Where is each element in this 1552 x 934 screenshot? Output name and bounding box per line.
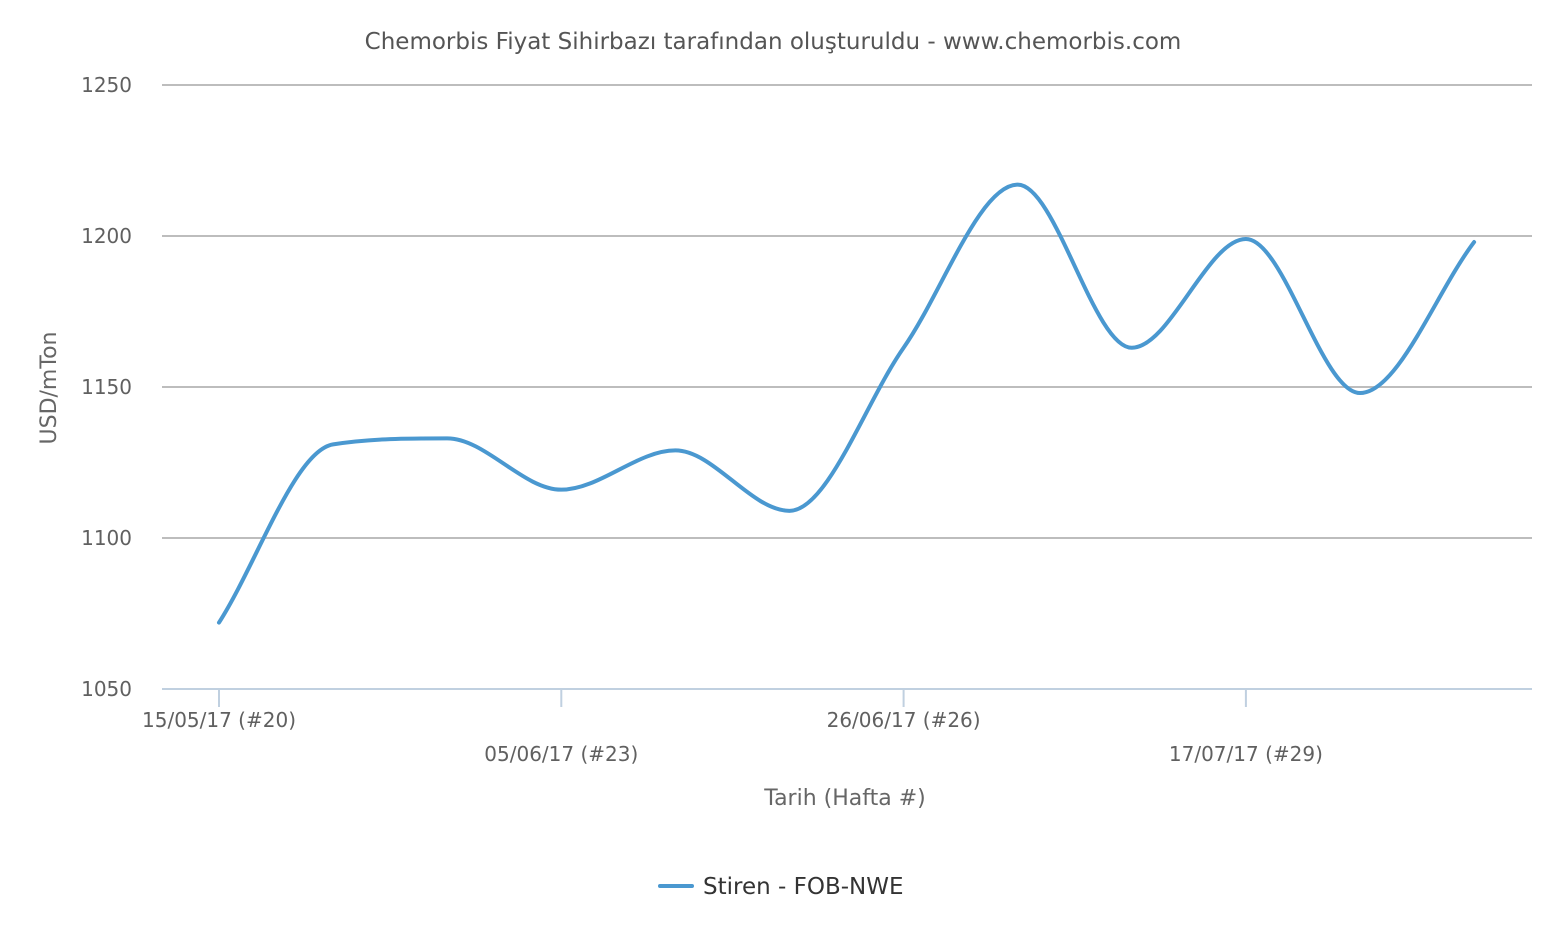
data-point[interactable] bbox=[1128, 344, 1136, 352]
data-point[interactable] bbox=[1356, 389, 1364, 397]
x-tick-label: 05/06/17 (#23) bbox=[484, 742, 638, 766]
legend[interactable]: Stiren - FOB-NWE bbox=[658, 874, 904, 900]
y-grid bbox=[162, 84, 1532, 539]
y-axis-title: USD/mTon bbox=[37, 332, 62, 445]
y-tick-label: 1200 bbox=[81, 224, 132, 248]
data-point[interactable] bbox=[443, 434, 451, 442]
data-point[interactable] bbox=[786, 507, 794, 515]
y-tick-label: 1250 bbox=[81, 73, 132, 97]
x-tick-label: 15/05/17 (#20) bbox=[142, 708, 296, 732]
x-axis-title: Tarih (Hafta #) bbox=[763, 786, 925, 811]
y-tick-label: 1150 bbox=[81, 375, 132, 399]
data-point[interactable] bbox=[1470, 238, 1478, 246]
data-point[interactable] bbox=[557, 486, 565, 494]
legend-label-stiren: Stiren - FOB-NWE bbox=[703, 874, 904, 900]
series-layer bbox=[215, 181, 1478, 627]
y-tick-label: 1100 bbox=[81, 526, 132, 550]
x-tick-label: 17/07/17 (#29) bbox=[1169, 742, 1323, 766]
data-point[interactable] bbox=[329, 440, 337, 448]
x-tick-label: 26/06/17 (#26) bbox=[827, 708, 981, 732]
data-point[interactable] bbox=[215, 619, 223, 627]
data-point[interactable] bbox=[671, 446, 679, 454]
data-point[interactable] bbox=[1014, 181, 1022, 189]
data-point[interactable] bbox=[1242, 235, 1250, 243]
y-tick-label: 1050 bbox=[81, 677, 132, 701]
chart-title: Chemorbis Fiyat Sihirbazı tarafından olu… bbox=[365, 29, 1182, 55]
data-point[interactable] bbox=[900, 344, 908, 352]
x-axis-ticks: 15/05/17 (#20) 05/06/17 (#23) 26/06/17 (#2… bbox=[142, 689, 1323, 766]
series-line-stiren[interactable] bbox=[217, 182, 1477, 625]
y-axis-ticks: 1050 1100 1150 1200 1250 bbox=[81, 73, 132, 701]
